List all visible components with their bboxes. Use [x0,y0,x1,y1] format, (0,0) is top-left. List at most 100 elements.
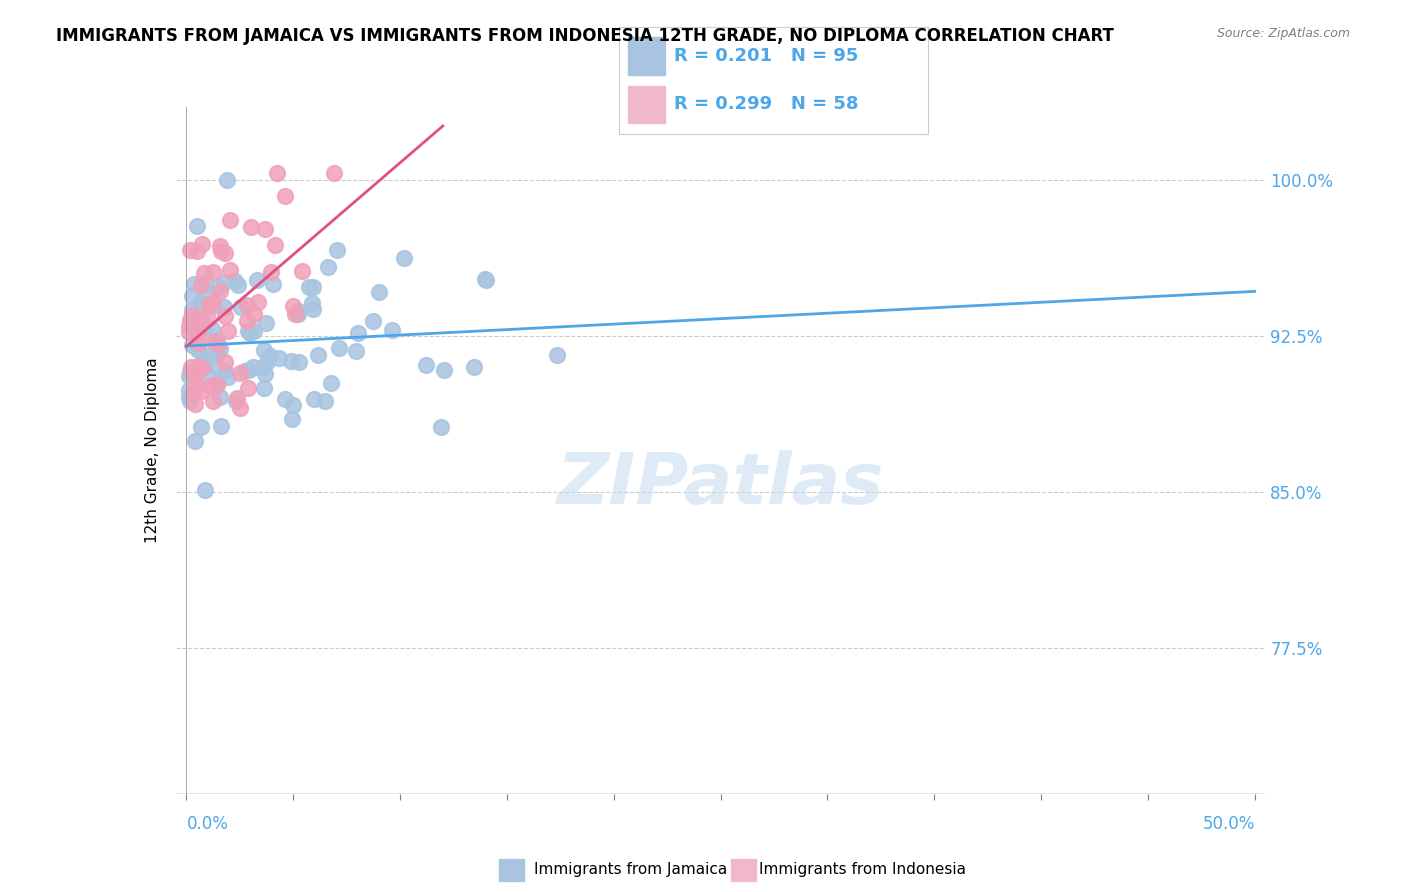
Point [181,308,204,322]
Point [236,381,259,395]
Point [186,379,208,393]
Point [193,266,215,280]
Point [184,369,207,384]
Point [263,238,285,252]
Point [269,351,291,365]
Point [209,239,232,253]
Point [207,333,229,347]
Point [474,271,496,285]
Point [190,384,212,398]
Point [381,323,404,337]
Point [181,386,204,401]
Point [188,315,211,329]
Point [242,359,264,374]
Point [262,277,284,291]
Point [284,307,307,321]
Point [394,251,416,265]
Point [463,360,485,375]
Point [186,244,208,258]
Point [190,310,212,325]
Point [236,324,259,338]
Point [191,361,214,376]
Point [201,322,224,336]
Point [205,359,228,374]
Point [188,319,211,334]
Point [198,298,221,312]
Point [287,307,309,321]
Point [367,285,389,300]
Point [214,245,236,260]
Point [283,398,305,412]
Text: R = 0.201   N = 95: R = 0.201 N = 95 [675,46,859,64]
Point [254,317,277,331]
Text: Source: ZipAtlas.com: Source: ZipAtlas.com [1216,27,1350,40]
Point [218,213,240,227]
Point [228,278,250,293]
Bar [628,86,665,123]
Point [209,418,232,433]
Point [202,299,225,313]
Point [209,390,232,404]
Point [433,363,456,377]
Point [194,356,217,370]
Point [204,346,226,360]
Point [246,295,269,310]
Point [190,294,212,309]
Point [217,324,239,338]
Point [323,166,346,180]
Point [184,396,207,410]
Point [179,383,201,397]
Point [186,219,208,234]
Point [236,314,259,328]
Point [274,189,297,203]
Point [302,301,325,316]
Point [193,288,215,302]
Point [202,295,225,310]
Bar [628,37,665,75]
Point [229,300,252,314]
Point [361,314,384,328]
Point [281,299,304,313]
Point [207,375,229,389]
Point [179,313,201,327]
Y-axis label: 12th Grade, No Diploma: 12th Grade, No Diploma [145,358,160,543]
Point [475,272,498,286]
Point [207,347,229,361]
Point [274,392,297,406]
Point [429,419,451,434]
Point [177,325,200,339]
Point [205,337,228,351]
Point [288,355,311,369]
Point [415,358,437,372]
Point [214,276,236,290]
Point [243,324,266,338]
Point [266,166,288,180]
Point [181,288,204,302]
Point [280,354,302,368]
Point [236,298,259,312]
Point [209,342,232,356]
Point [180,303,202,318]
Point [179,364,201,378]
Point [287,303,309,318]
Point [180,360,202,375]
Point [197,312,219,326]
Point [179,243,201,257]
Point [240,219,263,234]
Point [207,279,229,293]
Point [187,336,209,351]
Point [328,341,350,355]
Point [546,348,568,362]
Text: Immigrants from Indonesia: Immigrants from Indonesia [759,863,966,877]
Point [191,236,214,251]
Point [314,394,336,409]
Point [212,301,235,315]
Point [298,280,321,294]
Point [214,363,236,377]
Text: ZIPatlas: ZIPatlas [557,450,884,519]
Point [208,284,231,298]
Point [215,173,238,187]
Point [218,369,240,384]
Point [226,392,249,406]
Point [177,369,200,384]
